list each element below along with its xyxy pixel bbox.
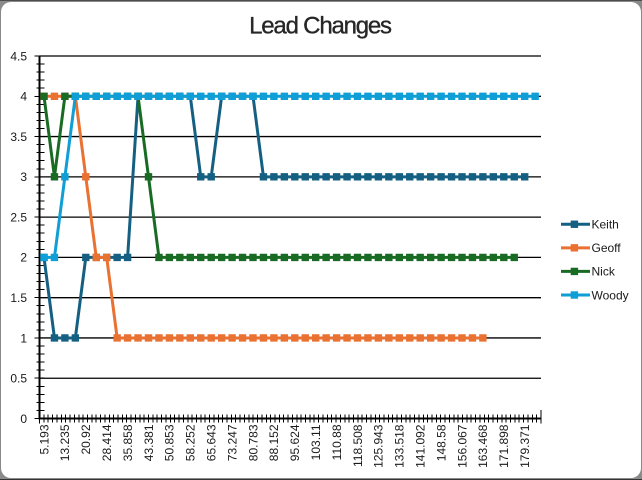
svg-text:58.252: 58.252 bbox=[184, 424, 198, 461]
svg-text:5.193: 5.193 bbox=[37, 424, 51, 454]
svg-text:148.58: 148.58 bbox=[434, 424, 448, 461]
svg-text:103.11: 103.11 bbox=[309, 424, 323, 460]
svg-text:2: 2 bbox=[20, 251, 27, 265]
svg-text:118.508: 118.508 bbox=[351, 424, 365, 467]
svg-text:1.5: 1.5 bbox=[10, 291, 27, 305]
svg-text:Woody: Woody bbox=[592, 288, 629, 302]
svg-text:3: 3 bbox=[20, 170, 27, 184]
svg-text:13.235: 13.235 bbox=[58, 424, 72, 461]
svg-text:Lead Changes: Lead Changes bbox=[249, 13, 392, 40]
svg-text:4.5: 4.5 bbox=[10, 49, 27, 63]
svg-text:20.92: 20.92 bbox=[79, 424, 93, 454]
svg-text:80.783: 80.783 bbox=[246, 424, 260, 461]
svg-text:65.643: 65.643 bbox=[205, 424, 219, 461]
svg-text:50.853: 50.853 bbox=[163, 424, 177, 461]
svg-text:110.88: 110.88 bbox=[330, 424, 344, 460]
svg-text:163.468: 163.468 bbox=[476, 424, 490, 468]
svg-text:Nick: Nick bbox=[592, 265, 616, 279]
svg-text:Keith: Keith bbox=[592, 218, 619, 232]
svg-text:133.518: 133.518 bbox=[393, 424, 407, 468]
svg-text:35.858: 35.858 bbox=[121, 424, 135, 461]
svg-text:28.414: 28.414 bbox=[100, 424, 114, 461]
svg-text:141.092: 141.092 bbox=[414, 424, 428, 468]
svg-text:43.381: 43.381 bbox=[142, 424, 156, 461]
svg-text:179.371: 179.371 bbox=[518, 424, 532, 468]
svg-text:0: 0 bbox=[20, 412, 27, 426]
svg-text:Geoff: Geoff bbox=[592, 241, 622, 255]
svg-text:3.5: 3.5 bbox=[10, 130, 27, 144]
svg-text:171.898: 171.898 bbox=[497, 424, 511, 468]
svg-text:73.247: 73.247 bbox=[225, 424, 239, 461]
svg-text:2.5: 2.5 bbox=[10, 210, 27, 224]
svg-text:95.624: 95.624 bbox=[288, 424, 302, 461]
svg-text:156.067: 156.067 bbox=[455, 424, 469, 468]
svg-text:4: 4 bbox=[20, 90, 27, 104]
svg-text:125.943: 125.943 bbox=[372, 424, 386, 468]
svg-text:1: 1 bbox=[20, 331, 27, 345]
svg-text:0.5: 0.5 bbox=[10, 372, 27, 386]
svg-text:88.152: 88.152 bbox=[267, 424, 281, 461]
